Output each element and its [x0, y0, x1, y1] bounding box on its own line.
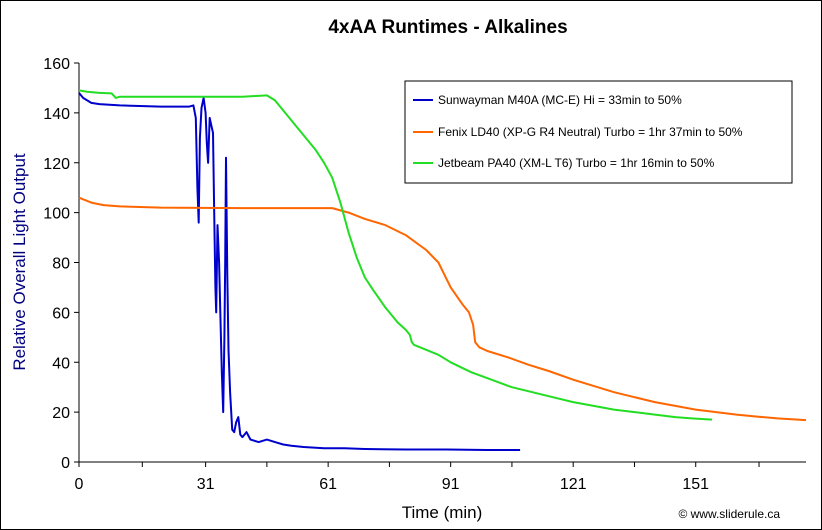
y-tick-label: 100	[43, 206, 70, 223]
x-tick-label: 121	[560, 476, 587, 493]
y-tick-label: 0	[61, 455, 70, 472]
x-tick-label: 61	[319, 476, 337, 493]
x-tick-label: 0	[75, 476, 84, 493]
x-tick-label: 91	[442, 476, 460, 493]
series-line-jetbeam	[78, 89, 713, 421]
y-tick-label: 140	[43, 106, 70, 123]
y-tick-label: 80	[52, 256, 70, 273]
y-ticks: 0 20 40 60 80 100 120 140 160	[43, 56, 79, 472]
y-tick-label: 40	[52, 355, 70, 372]
series-line-sunwayman	[78, 92, 521, 451]
x-axis-label: Time (min)	[402, 503, 483, 522]
legend-box	[404, 80, 793, 184]
y-tick-label: 160	[43, 56, 70, 73]
y-tick-label: 120	[43, 156, 70, 173]
credit-text: © www.sliderule.ca	[678, 507, 780, 521]
legend-label-jetbeam: Jetbeam PA40 (XM-L T6) Turbo = 1hr 16min…	[438, 156, 715, 170]
legend-label-fenix: Fenix LD40 (XP-G R4 Neutral) Turbo = 1hr…	[438, 125, 743, 139]
x-tick-label: 31	[197, 476, 215, 493]
y-tick-label: 20	[52, 405, 70, 422]
series-line-fenix	[78, 196, 807, 422]
y-axis-label: Relative Overall Light Output	[10, 153, 29, 371]
legend-label-sunwayman: Sunwayman M40A (MC-E) Hi = 33min to 50%	[438, 93, 682, 107]
y-tick-label: 60	[52, 305, 70, 322]
chart-title: 4xAA Runtimes - Alkalines	[328, 17, 567, 38]
legend: Sunwayman M40A (MC-E) Hi = 33min to 50% …	[404, 80, 793, 184]
x-tick-label: 151	[682, 476, 709, 493]
x-ticks: 0 31 61 91 121 151	[75, 462, 760, 493]
series-lines	[78, 89, 807, 451]
plot-area: 0 20 40 60 80 100 120 140 160 0 31 61 91 121 151	[43, 56, 807, 493]
